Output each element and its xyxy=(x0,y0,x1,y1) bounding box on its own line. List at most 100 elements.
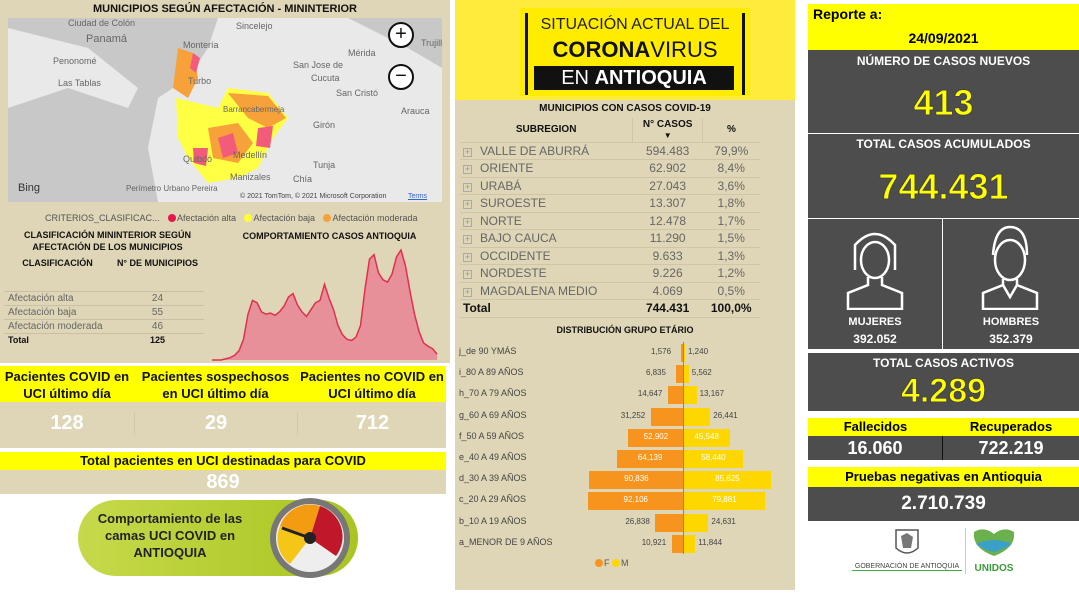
zoom-in-button[interactable]: + xyxy=(388,22,414,48)
age-chart-title: DISTRIBUCIÓN GRUPO ETÁRIO xyxy=(556,325,694,335)
bar-f[interactable] xyxy=(628,428,683,447)
pct-cell: 3,6% xyxy=(702,177,760,195)
col-header-sorted[interactable]: N° CASOS ▼ xyxy=(632,118,703,143)
bar-label: 26,838 xyxy=(625,516,650,526)
bar-m[interactable] xyxy=(683,492,766,511)
bar-f[interactable] xyxy=(667,386,683,405)
bar-f[interactable] xyxy=(655,513,683,532)
terms-link[interactable]: Terms xyxy=(408,193,428,200)
bar-label: 90,836 xyxy=(624,474,649,484)
pct-cell: 1,7% xyxy=(702,212,760,230)
bar-m[interactable] xyxy=(683,386,697,405)
map-label: Ciudad de Colón xyxy=(68,18,136,28)
bar-f[interactable] xyxy=(671,534,683,553)
table-row[interactable]: + NORTE 12.478 1,7% xyxy=(460,212,760,230)
active-value: 4.289 xyxy=(900,372,987,411)
table-row: Afectación alta 24 xyxy=(4,291,204,306)
bar-m[interactable] xyxy=(683,513,709,532)
pct-cell: 0,5% xyxy=(702,282,760,300)
pct-cell: 79,9% xyxy=(702,142,760,160)
negative-tests-label: Pruebas negativas en Antioquia xyxy=(808,467,1079,487)
map-label: Turbo xyxy=(188,76,212,86)
deaths-label: Fallecidos xyxy=(808,418,943,436)
bar-label: 5,562 xyxy=(691,368,712,378)
expand-icon[interactable]: + xyxy=(463,251,472,262)
expand-icon[interactable]: + xyxy=(463,286,472,297)
axis-line xyxy=(683,342,684,554)
bar-m[interactable] xyxy=(683,471,772,490)
classification-table: CLASIFICACIÓN N° DE MUNICIPIOS Afectación… xyxy=(4,257,204,346)
subregion-name[interactable]: + ORIENTE xyxy=(460,159,633,178)
subregion-name[interactable]: + NORDESTE xyxy=(460,264,633,283)
table-row[interactable]: + OCCIDENTE 9.633 1,3% xyxy=(460,247,760,265)
bar-label: 10,921 xyxy=(641,537,667,547)
table-row[interactable]: + MAGDALENA MEDIO 4.069 0,5% xyxy=(460,282,760,300)
expand-icon[interactable]: + xyxy=(463,234,472,245)
bar-m[interactable] xyxy=(683,407,711,426)
subregion-name[interactable]: + OCCIDENTE xyxy=(460,247,633,265)
subregion-name[interactable]: + VALLE DE ABURRÁ xyxy=(460,142,633,160)
accumulated-label: TOTAL CASOS ACUMULADOS xyxy=(856,137,1031,151)
subregion-name[interactable]: + NORTE xyxy=(460,212,633,230)
zoom-out-button[interactable]: − xyxy=(388,64,414,90)
map-label: Perímetro Urbano Pereira xyxy=(126,184,218,193)
expand-icon[interactable]: + xyxy=(463,181,472,192)
bar-f[interactable] xyxy=(588,492,683,511)
report-label: Reporte a: xyxy=(813,6,883,22)
age-group-label: e_40 A 49 AÑOS xyxy=(459,452,527,462)
bar-f[interactable] xyxy=(616,450,683,468)
recovered-value: 722.219 xyxy=(943,436,1079,460)
uci-total-value: 869 xyxy=(0,470,446,494)
deaths-value: 16.060 xyxy=(808,436,943,460)
bar-m[interactable] xyxy=(683,428,730,447)
subregion-name[interactable]: + BAJO CAUCA xyxy=(460,229,633,248)
bar-f[interactable] xyxy=(681,344,683,362)
bar-m[interactable] xyxy=(683,344,685,362)
table-row[interactable]: + ORIENTE 62.902 8,4% xyxy=(460,159,760,178)
bar-m[interactable] xyxy=(683,365,689,384)
map-label: San Cristó xyxy=(336,88,379,98)
header-line2: CORONAVIRUS xyxy=(552,37,718,62)
uci-covid-label: Pacientes COVID en UCI último día xyxy=(4,369,130,401)
uci-header-bar xyxy=(0,366,446,402)
bar-label: 1,576 xyxy=(651,347,672,356)
cases-cell: 9.226 xyxy=(632,264,703,283)
table-row[interactable]: + VALLE DE ABURRÁ 594.483 79,9% xyxy=(460,142,760,160)
map-label: Sincelejo xyxy=(236,21,273,31)
unidos-logo: UNIDOS xyxy=(970,526,1018,574)
map[interactable]: Ciudad de Colón Panamá Penonomé Las Tabl… xyxy=(8,18,442,202)
table-row[interactable]: + URABÁ 27.043 3,6% xyxy=(460,177,760,195)
bar-label: 13,167 xyxy=(699,389,725,399)
uci-beds-banner[interactable]: Comportamiento de las camas UCI COVID en… xyxy=(78,498,358,578)
bar-m[interactable] xyxy=(683,450,744,468)
trend-title: COMPORTAMIENTO CASOS ANTIOQUIA xyxy=(242,231,417,241)
bar-f[interactable] xyxy=(650,407,683,426)
expand-icon[interactable]: + xyxy=(463,146,472,157)
gov-antioquia-logo: GOBERNACIÓN DE ANTIOQUIA xyxy=(852,528,962,571)
expand-icon[interactable]: + xyxy=(463,269,472,280)
cases-cell: 27.043 xyxy=(632,177,703,195)
subregion-name[interactable]: + URABÁ xyxy=(460,177,633,195)
uci-suspected-value: 29 xyxy=(134,412,297,435)
map-label: Girón xyxy=(313,120,336,130)
cases-cell: 9.633 xyxy=(632,247,703,265)
bar-f[interactable] xyxy=(589,471,683,490)
expand-icon[interactable]: + xyxy=(463,216,472,227)
subregion-name[interactable]: + SUROESTE xyxy=(460,194,633,213)
age-group-label: h_70 A 79 AÑOS xyxy=(459,388,527,399)
table-row[interactable]: + BAJO CAUCA 11.290 1,5% xyxy=(460,229,760,248)
bar-label: 1,240 xyxy=(688,347,709,356)
table-row[interactable]: + SUROESTE 13.307 1,8% xyxy=(460,194,760,213)
table-row[interactable]: + NORDESTE 9.226 1,2% xyxy=(460,264,760,283)
map-label: Arauca xyxy=(401,106,430,116)
bar-f[interactable] xyxy=(675,365,683,384)
new-cases-box xyxy=(808,50,1079,133)
accumulated-box xyxy=(808,134,1079,218)
expand-icon[interactable]: + xyxy=(463,199,472,210)
expand-icon[interactable]: + xyxy=(463,164,472,175)
subregion-name[interactable]: + MAGDALENA MEDIO xyxy=(460,282,633,300)
header-logo: SITUACIÓN ACTUAL DEL CORONAVIRUS EN ANTI… xyxy=(520,8,750,96)
bar-m[interactable] xyxy=(683,534,696,553)
map-label: Barrancabermeja xyxy=(223,105,285,114)
age-group-label: c_20 A 29 AÑOS xyxy=(459,494,527,505)
